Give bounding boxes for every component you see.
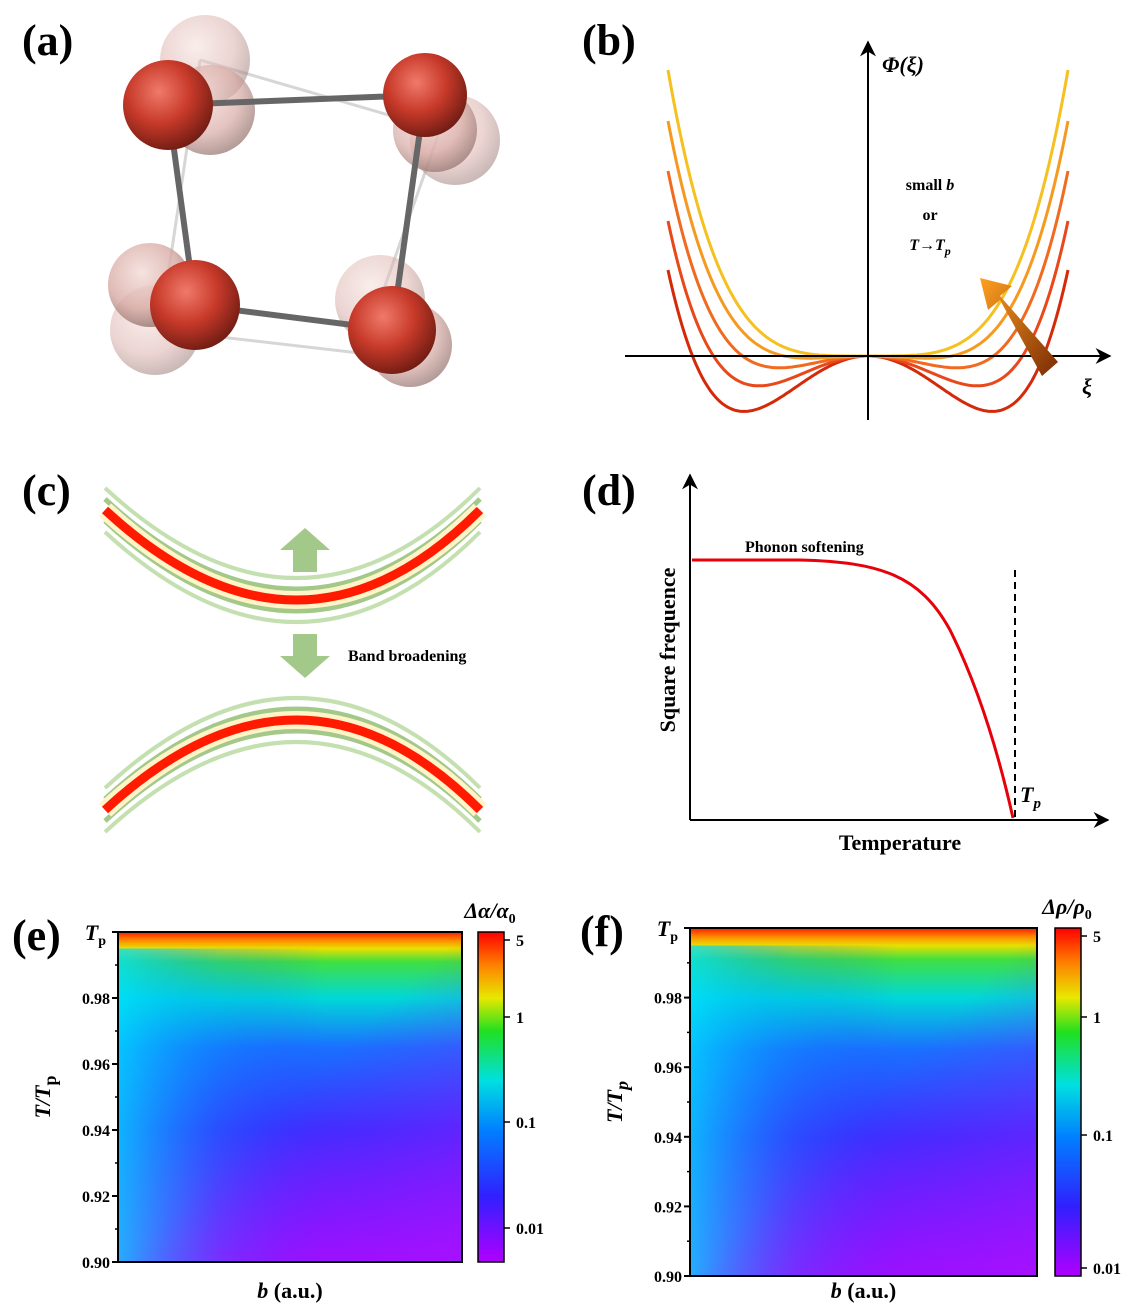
y-tick-label: 0.90	[654, 1269, 682, 1286]
y-tick-label: 0.92	[654, 1199, 682, 1216]
y-tick-label: 0.98	[654, 991, 682, 1008]
panel-label: (b)	[582, 16, 636, 65]
panel-label: (e)	[12, 911, 61, 960]
colorbar-title: Δα/α0	[463, 898, 515, 927]
axis-label: b (a.u.)	[831, 1278, 896, 1303]
heatmap-panel: (e)Tp0.980.960.940.920.90T/Tpb (a.u.)510…	[12, 898, 544, 1303]
label-text: (a.u.)	[842, 1278, 896, 1303]
colorbar-tick-label: 1	[1093, 1010, 1101, 1027]
colorbar-tick-label: 5	[1093, 929, 1101, 946]
y-tick-label: 0.96	[82, 1057, 110, 1074]
arrow	[280, 634, 330, 678]
panel-label: (f)	[580, 907, 624, 956]
tick-sub: p	[98, 934, 106, 949]
tick-sub: p	[670, 930, 678, 945]
label-text: b	[831, 1278, 842, 1303]
y-tick-label: Tp	[657, 916, 678, 945]
axis-label: b (a.u.)	[257, 1278, 322, 1303]
y-tick-label: 0.94	[654, 1130, 682, 1147]
annotation: Band broadening	[348, 648, 466, 665]
y-tick-label: 0.98	[82, 991, 110, 1008]
annotation: Phonon softening	[745, 539, 864, 556]
title-sub: 0	[509, 912, 516, 927]
arrow	[280, 528, 330, 572]
heatmap-shade	[690, 928, 1037, 1276]
panel-label: (d)	[582, 466, 636, 515]
label-text: T/T	[30, 1084, 55, 1119]
colorbar	[1055, 928, 1081, 1276]
annotation: T→Tp	[909, 237, 951, 258]
label-text: (a.u.)	[268, 1278, 322, 1303]
y-tick-label: 0.92	[82, 1189, 110, 1206]
colorbar-tick-label: 0.1	[1093, 1128, 1113, 1145]
colorbar	[478, 932, 504, 1262]
y-tick-label: 0.96	[654, 1060, 682, 1077]
axis-label: Φ(ξ)	[882, 52, 924, 77]
label-text: T/T	[602, 1088, 627, 1123]
annotation: Tp	[1020, 782, 1041, 812]
heatmap-shade	[118, 932, 462, 1262]
panel-label: (c)	[22, 466, 71, 515]
structure	[108, 15, 500, 387]
axis-label: T/Tp	[30, 1075, 60, 1118]
colorbar-title: Δρ/ρ0	[1041, 894, 1092, 923]
panel-label: (a)	[22, 16, 73, 65]
annotation: small b	[906, 177, 954, 194]
axis-label: Temperature	[839, 830, 961, 855]
axis-label: T/Tp	[602, 1081, 632, 1123]
colorbar-tick-label: 0.01	[516, 1221, 544, 1238]
label-sub: p	[612, 1081, 632, 1092]
axis-label: Square frequence	[655, 567, 680, 732]
y-tick-label: 0.90	[82, 1255, 110, 1272]
title-text: Δα/α	[463, 898, 509, 923]
figure: (a) (b) Φ(ξ) ξ small b or T→Tp (c) Band …	[0, 0, 1129, 1304]
colorbar-tick-label: 5	[516, 933, 524, 950]
colorbar-tick-label: 1	[516, 1010, 524, 1027]
title-text: Δρ/ρ	[1041, 894, 1085, 919]
label-text: b	[257, 1278, 268, 1303]
colorbar-tick-label: 0.01	[1093, 1261, 1121, 1278]
label-sub: p	[40, 1075, 60, 1085]
colorbar-tick-label: 0.1	[516, 1115, 536, 1132]
heatmap-panel: (f)Tp0.980.960.940.920.90T/Tpb (a.u.)510…	[580, 894, 1121, 1303]
y-tick-label: 0.94	[82, 1123, 110, 1140]
annotation: or	[922, 207, 937, 224]
axis-label: ξ	[1082, 374, 1092, 399]
y-tick-label: Tp	[85, 920, 106, 949]
title-sub: 0	[1085, 908, 1092, 923]
curve	[692, 560, 1013, 818]
